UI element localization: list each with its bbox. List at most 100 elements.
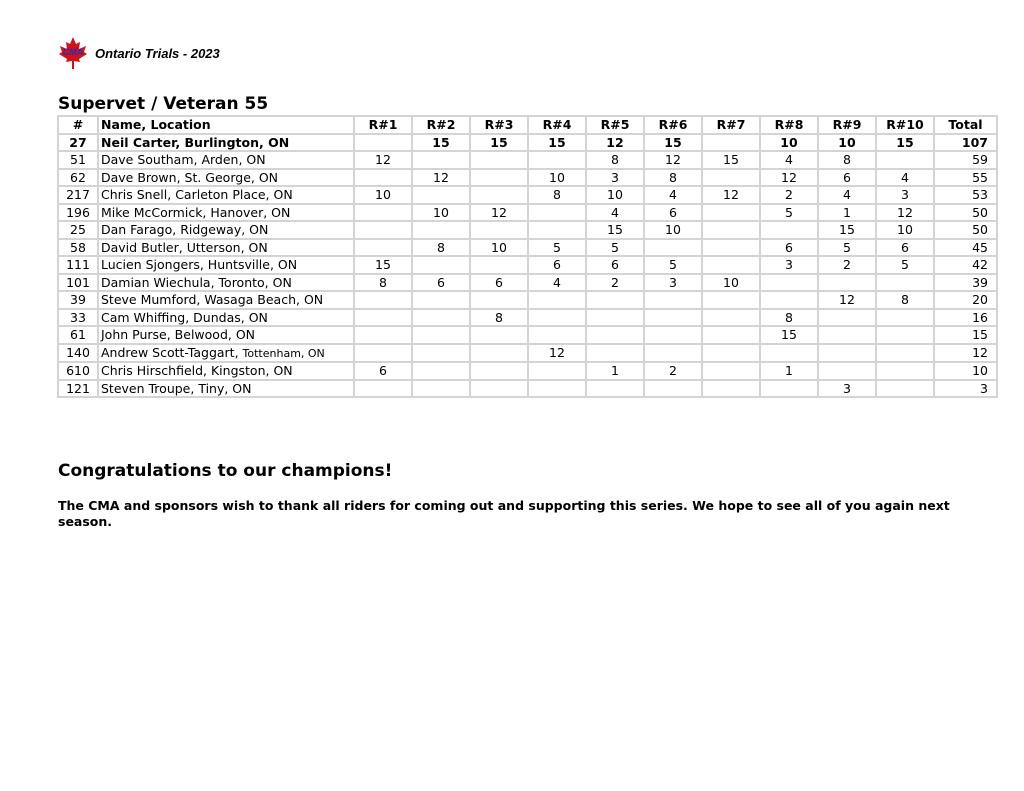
round-score-cell: 12 (817, 290, 877, 310)
results-table: # Name, Location R#1 R#2 R#3 R#4 R#5 R#6 R#7 R#8 R… (57, 115, 998, 398)
round-score-cell (411, 342, 471, 363)
rider-number-cell: 39 (57, 290, 99, 310)
round-score-cell: 12 (411, 167, 471, 187)
round-score-cell (643, 342, 703, 363)
round-score-cell (353, 220, 413, 240)
round-score-cell: 10 (701, 272, 761, 292)
round-score-cell (469, 325, 529, 345)
round-score-cell: 12 (643, 150, 703, 170)
document-header-title: Ontario Trials - 2023 (95, 46, 220, 61)
round-score-cell: 3 (817, 378, 877, 398)
round-score-cell (527, 361, 587, 381)
round-score-cell: 4 (527, 272, 587, 292)
round-score-cell (701, 378, 761, 398)
total-score-cell: 15 (933, 325, 998, 345)
round-score-cell: 10 (585, 185, 645, 205)
round-score-cell: 6 (759, 237, 819, 257)
round-score-cell (643, 325, 703, 345)
rider-number-cell: 101 (57, 272, 99, 292)
total-score-cell: 42 (933, 255, 998, 275)
round-score-cell: 10 (527, 167, 587, 187)
round-score-cell (411, 185, 471, 205)
rider-name: Mike McCormick, Hanover, ON (101, 204, 291, 220)
rider-name: Steve Mumford, Wasaga Beach, ON (101, 292, 324, 307)
rider-number-cell: 27 (57, 132, 99, 152)
round-score-cell: 5 (527, 237, 587, 257)
total-score-cell: 53 (933, 185, 998, 205)
round-score-cell (701, 290, 761, 310)
round-score-cell (701, 307, 761, 327)
round-score-cell: 4 (817, 185, 877, 205)
round-score-cell (701, 132, 761, 152)
column-header: R#3 (469, 115, 529, 135)
column-header: R#4 (527, 115, 587, 135)
round-score-cell: 12 (701, 185, 761, 205)
rider-name-cell: Chris Hirschfield, Kingston, ON (97, 361, 355, 381)
total-score-cell: 50 (933, 220, 998, 240)
rider-number-cell: 51 (57, 150, 99, 170)
round-score-cell: 15 (411, 132, 471, 152)
round-score-cell: 5 (759, 202, 819, 222)
round-score-cell (701, 255, 761, 275)
round-score-cell (469, 185, 529, 205)
round-score-cell: 8 (527, 185, 587, 205)
round-score-cell: 6 (817, 167, 877, 187)
rider-number-cell: 58 (57, 237, 99, 257)
rider-number-cell: 196 (57, 202, 99, 222)
round-score-cell: 10 (875, 220, 935, 240)
round-score-cell (353, 342, 413, 363)
round-score-cell: 6 (411, 272, 471, 292)
table-row: 121 Steven Troupe, Tiny, ON 3 3 (57, 378, 998, 398)
round-score-cell (469, 220, 529, 240)
rider-name: Andrew Scott-Taggart, (101, 344, 243, 360)
round-score-cell (875, 325, 935, 345)
round-score-cell (817, 272, 877, 292)
round-score-cell (585, 378, 645, 398)
round-score-cell: 6 (353, 361, 413, 381)
round-score-cell: 10 (759, 132, 819, 152)
total-score-cell: 12 (933, 342, 998, 363)
round-score-cell: 6 (875, 237, 935, 257)
round-score-cell (585, 290, 645, 310)
rider-number-cell: 121 (57, 378, 99, 398)
rider-number-cell: 140 (57, 342, 99, 363)
round-score-cell: 3 (643, 272, 703, 292)
round-score-cell: 12 (527, 342, 587, 363)
total-score-cell: 16 (933, 307, 998, 327)
round-score-cell (875, 150, 935, 170)
round-score-cell (527, 378, 587, 398)
column-header: R#10 (875, 115, 935, 135)
round-score-cell: 15 (527, 132, 587, 152)
round-score-cell (585, 325, 645, 345)
round-score-cell: 1 (759, 361, 819, 381)
round-score-cell: 5 (875, 255, 935, 275)
round-score-cell (527, 307, 587, 327)
round-score-cell (759, 220, 819, 240)
round-score-cell (527, 325, 587, 345)
section-title: Supervet / Veteran 55 (58, 94, 269, 114)
round-score-cell (875, 342, 935, 363)
rider-name: John Purse, Belwood, ON (101, 327, 256, 342)
round-score-cell: 12 (875, 202, 935, 222)
round-score-cell (353, 237, 413, 257)
round-score-cell: 10 (469, 237, 529, 257)
round-score-cell (469, 255, 529, 275)
table-row: 39 Steve Mumford, Wasaga Beach, ON 12 8 20 (57, 290, 998, 310)
round-score-cell (643, 237, 703, 257)
total-score-cell: 20 (933, 290, 998, 310)
total-score-cell: 45 (933, 237, 998, 257)
round-score-cell: 10 (411, 202, 471, 222)
column-header: R#8 (759, 115, 819, 135)
rider-name-cell: Steven Troupe, Tiny, ON (97, 378, 355, 398)
round-score-cell (411, 325, 471, 345)
round-score-cell (701, 342, 761, 363)
rider-name-cell: Dave Brown, St. George, ON (97, 167, 355, 187)
total-score-cell: 50 (933, 202, 998, 222)
column-header: R#1 (353, 115, 413, 135)
table-header-row: # Name, Location R#1 R#2 R#3 R#4 R#5 R#6 R#7 R#8 R… (57, 115, 998, 135)
round-score-cell (411, 290, 471, 310)
round-score-cell (643, 307, 703, 327)
round-score-cell (411, 361, 471, 381)
rider-name-cell: John Purse, Belwood, ON (97, 325, 355, 345)
round-score-cell (469, 378, 529, 398)
